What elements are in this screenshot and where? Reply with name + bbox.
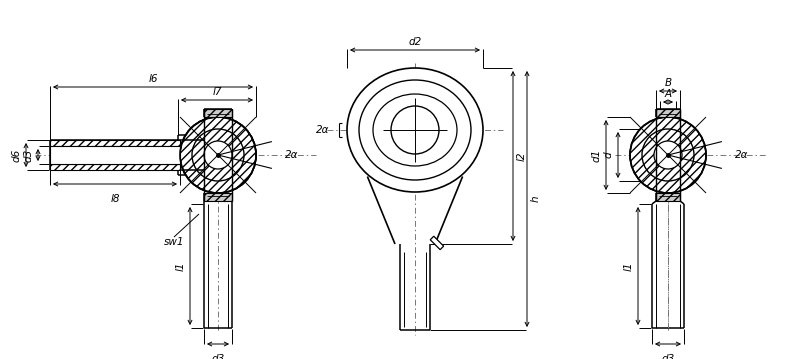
Text: l1: l1 <box>624 261 634 271</box>
Bar <box>204 193 232 201</box>
Text: d6: d6 <box>12 148 22 162</box>
Text: 2α: 2α <box>315 125 329 135</box>
Text: sw1: sw1 <box>164 237 185 247</box>
Text: l8: l8 <box>110 194 120 204</box>
Bar <box>656 193 680 201</box>
Text: d3: d3 <box>211 354 225 359</box>
Text: l2: l2 <box>517 151 527 161</box>
Text: l7: l7 <box>212 87 222 97</box>
Text: B: B <box>665 78 671 88</box>
Polygon shape <box>50 146 180 164</box>
Ellipse shape <box>347 68 483 192</box>
Text: l1: l1 <box>176 261 186 271</box>
Text: h: h <box>531 196 541 202</box>
Text: l6: l6 <box>148 74 158 84</box>
Polygon shape <box>50 140 180 146</box>
Text: d: d <box>604 152 614 158</box>
Text: 2α: 2α <box>285 150 298 160</box>
Text: d1: d1 <box>592 148 602 162</box>
Circle shape <box>204 141 232 169</box>
Text: d3: d3 <box>24 148 34 162</box>
Text: 2α: 2α <box>735 150 749 160</box>
Polygon shape <box>50 164 180 170</box>
Text: A: A <box>665 89 671 99</box>
Circle shape <box>654 141 682 169</box>
Text: d3: d3 <box>662 354 674 359</box>
Polygon shape <box>430 236 444 250</box>
Bar <box>204 109 232 117</box>
Text: d2: d2 <box>408 37 422 47</box>
Circle shape <box>630 117 706 193</box>
Bar <box>656 109 680 117</box>
Circle shape <box>180 117 256 193</box>
Circle shape <box>391 106 439 154</box>
